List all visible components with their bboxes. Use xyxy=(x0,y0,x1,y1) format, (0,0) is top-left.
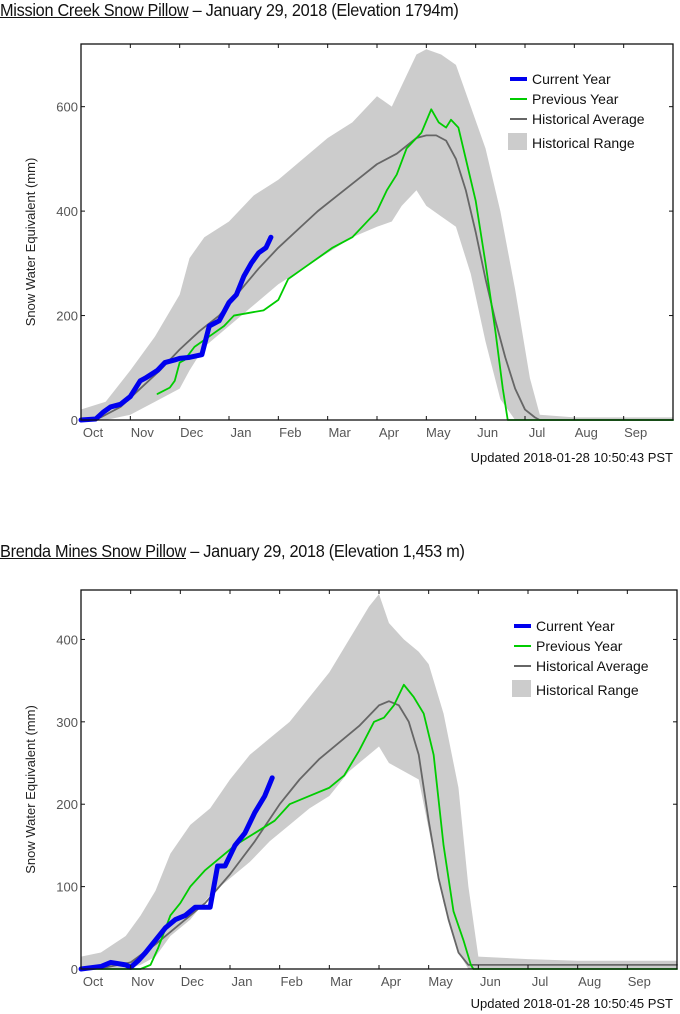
y-tick-label: 600 xyxy=(56,100,78,115)
historical-average-line xyxy=(80,134,674,421)
y-tick-label: 400 xyxy=(56,204,78,219)
x-tick-label: Oct xyxy=(83,974,104,989)
chart-mission-creek: Oct Nov Dec Jan Feb Mar Apr May Jun Jul Aug Sep 0 200… xyxy=(23,43,674,465)
x-tick-label: Nov xyxy=(131,974,155,989)
x-tick-label: Feb xyxy=(280,974,302,989)
x-tick-label: Jun xyxy=(477,425,498,440)
current-year-line xyxy=(78,234,274,423)
x-tick-label: Oct xyxy=(83,425,104,440)
legend-label-average: Historical Average xyxy=(532,111,645,127)
legend-swatch-historical-range xyxy=(512,680,531,697)
x-tick-label: Dec xyxy=(181,974,205,989)
x-tick-label: Apr xyxy=(379,425,400,440)
legend-swatch-historical-range xyxy=(508,133,527,150)
y-tick-label: 0 xyxy=(71,413,78,428)
x-tick-label: Feb xyxy=(279,425,301,440)
chart-2-title-rest: – January 29, 2018 (Elevation 1,453 m) xyxy=(185,541,465,561)
station-link-brenda-mines[interactable]: Brenda Mines Snow Pillow xyxy=(0,541,186,561)
x-tick-label: Jan xyxy=(232,974,253,989)
updated-timestamp: Updated 2018-01-28 10:50:45 PST xyxy=(471,996,673,1011)
previous-year-line xyxy=(80,683,678,970)
x-tick-label: Jan xyxy=(231,425,252,440)
y-tick-label: 0 xyxy=(71,962,78,977)
x-tick-label: Sep xyxy=(628,974,651,989)
historical-average-line xyxy=(80,700,678,970)
x-tick-label: Jul xyxy=(532,974,549,989)
x-tick-label: Mar xyxy=(328,425,351,440)
x-tick-label: Dec xyxy=(180,425,204,440)
legend: Current Year Previous Year Historical Aver… xyxy=(512,618,649,698)
legend-label-average: Historical Average xyxy=(536,658,649,674)
y-tick-label: 400 xyxy=(56,632,78,647)
legend-label-current: Current Year xyxy=(532,71,611,87)
x-tick-label: Aug xyxy=(578,974,601,989)
legend-label-current: Current Year xyxy=(536,618,615,634)
legend-label-previous: Previous Year xyxy=(536,638,623,654)
x-tick-label: Apr xyxy=(381,974,402,989)
current-year-line xyxy=(78,775,275,972)
chart-2-title: Brenda Mines Snow Pillow – January 29, 2… xyxy=(0,541,465,562)
y-tick-label: 300 xyxy=(56,715,78,730)
station-link-mission-creek[interactable]: Mission Creek Snow Pillow xyxy=(0,0,189,20)
x-tick-label: Mar xyxy=(330,974,353,989)
legend-label-range: Historical Range xyxy=(532,135,635,151)
updated-timestamp: Updated 2018-01-28 10:50:43 PST xyxy=(471,450,673,465)
legend-label-previous: Previous Year xyxy=(532,91,619,107)
y-axis-label: Snow Water Equivalent (mm) xyxy=(23,158,38,327)
x-tick-label: May xyxy=(426,425,451,440)
x-tick-label: Sep xyxy=(624,425,647,440)
y-tick-label: 200 xyxy=(56,797,78,812)
y-axis-label: Snow Water Equivalent (mm) xyxy=(23,705,38,874)
y-tick-label: 100 xyxy=(56,880,78,895)
chart-1-title: Mission Creek Snow Pillow – January 29, … xyxy=(0,0,459,21)
x-tick-label: Nov xyxy=(131,425,155,440)
x-tick-label: May xyxy=(428,974,453,989)
x-tick-label: Jul xyxy=(529,425,546,440)
x-tick-label: Jun xyxy=(480,974,501,989)
x-tick-label: Aug xyxy=(575,425,598,440)
legend-label-range: Historical Range xyxy=(536,682,639,698)
chart-1-title-rest: – January 29, 2018 (Elevation 1794m) xyxy=(188,0,459,20)
legend: Current Year Previous Year Historical Aver… xyxy=(508,71,645,151)
y-tick-label: 200 xyxy=(56,309,78,324)
